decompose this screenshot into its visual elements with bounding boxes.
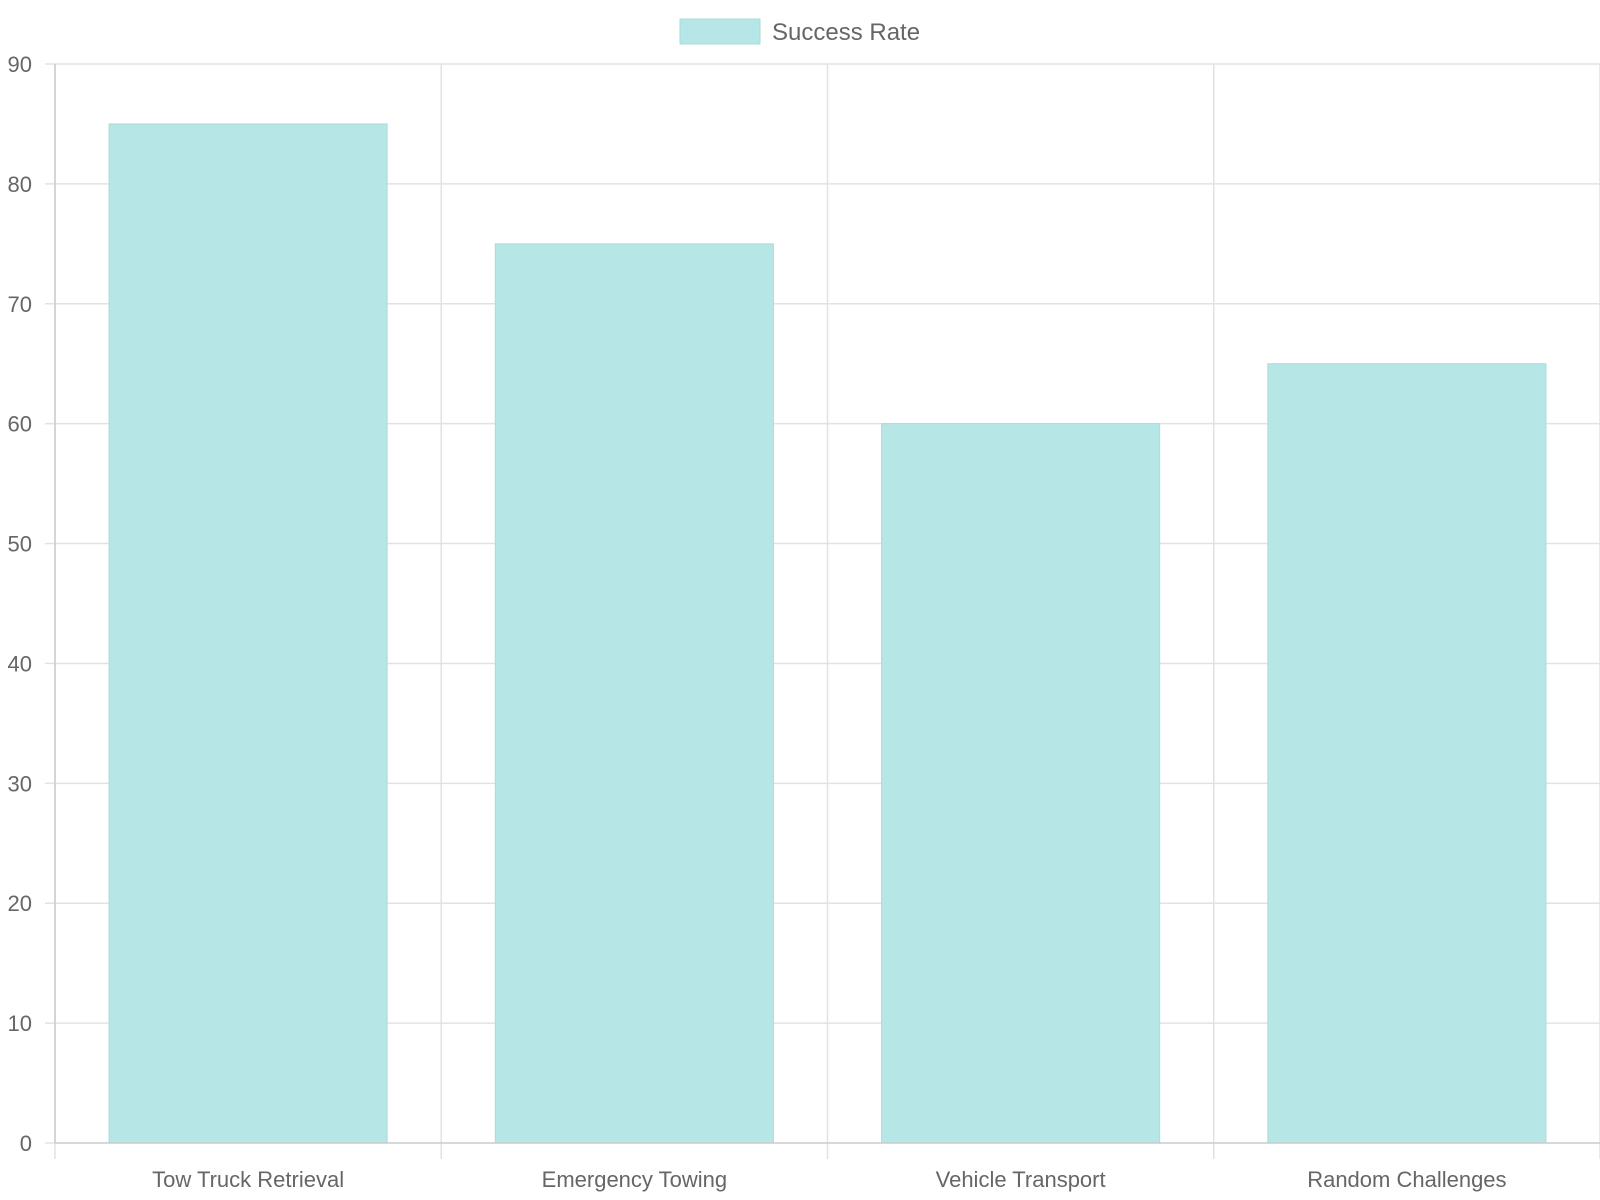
y-tick-label: 60 [8, 412, 32, 437]
x-tick-label: Emergency Towing [542, 1167, 727, 1192]
y-tick-label: 90 [8, 52, 32, 77]
bar[interactable] [881, 423, 1161, 1144]
legend-label[interactable]: Success Rate [772, 19, 920, 46]
bar[interactable] [1267, 363, 1547, 1144]
y-axis-ticks: 0 10 20 30 40 50 60 70 80 90 [8, 52, 32, 1156]
bar[interactable] [494, 243, 774, 1144]
x-tick-label: Random Challenges [1307, 1167, 1506, 1192]
y-tick-label: 0 [20, 1131, 32, 1156]
axes [54, 64, 1600, 1144]
y-tick-label: 20 [8, 891, 32, 916]
y-tick-label: 80 [8, 172, 32, 197]
legend-swatch[interactable] [679, 18, 761, 45]
y-tick-label: 40 [8, 651, 32, 676]
bar[interactable] [108, 123, 388, 1144]
y-tick-label: 70 [8, 292, 32, 317]
legend[interactable]: Success Rate [679, 18, 920, 46]
x-tick-label: Tow Truck Retrieval [152, 1167, 344, 1192]
bars [108, 123, 1547, 1144]
x-tick-label: Vehicle Transport [936, 1167, 1106, 1192]
y-tick-label: 30 [8, 771, 32, 796]
x-axis-ticks: Tow Truck Retrieval Emergency Towing Vehic… [152, 1167, 1506, 1192]
y-tick-label: 10 [8, 1011, 32, 1036]
y-tick-label: 50 [8, 532, 32, 557]
